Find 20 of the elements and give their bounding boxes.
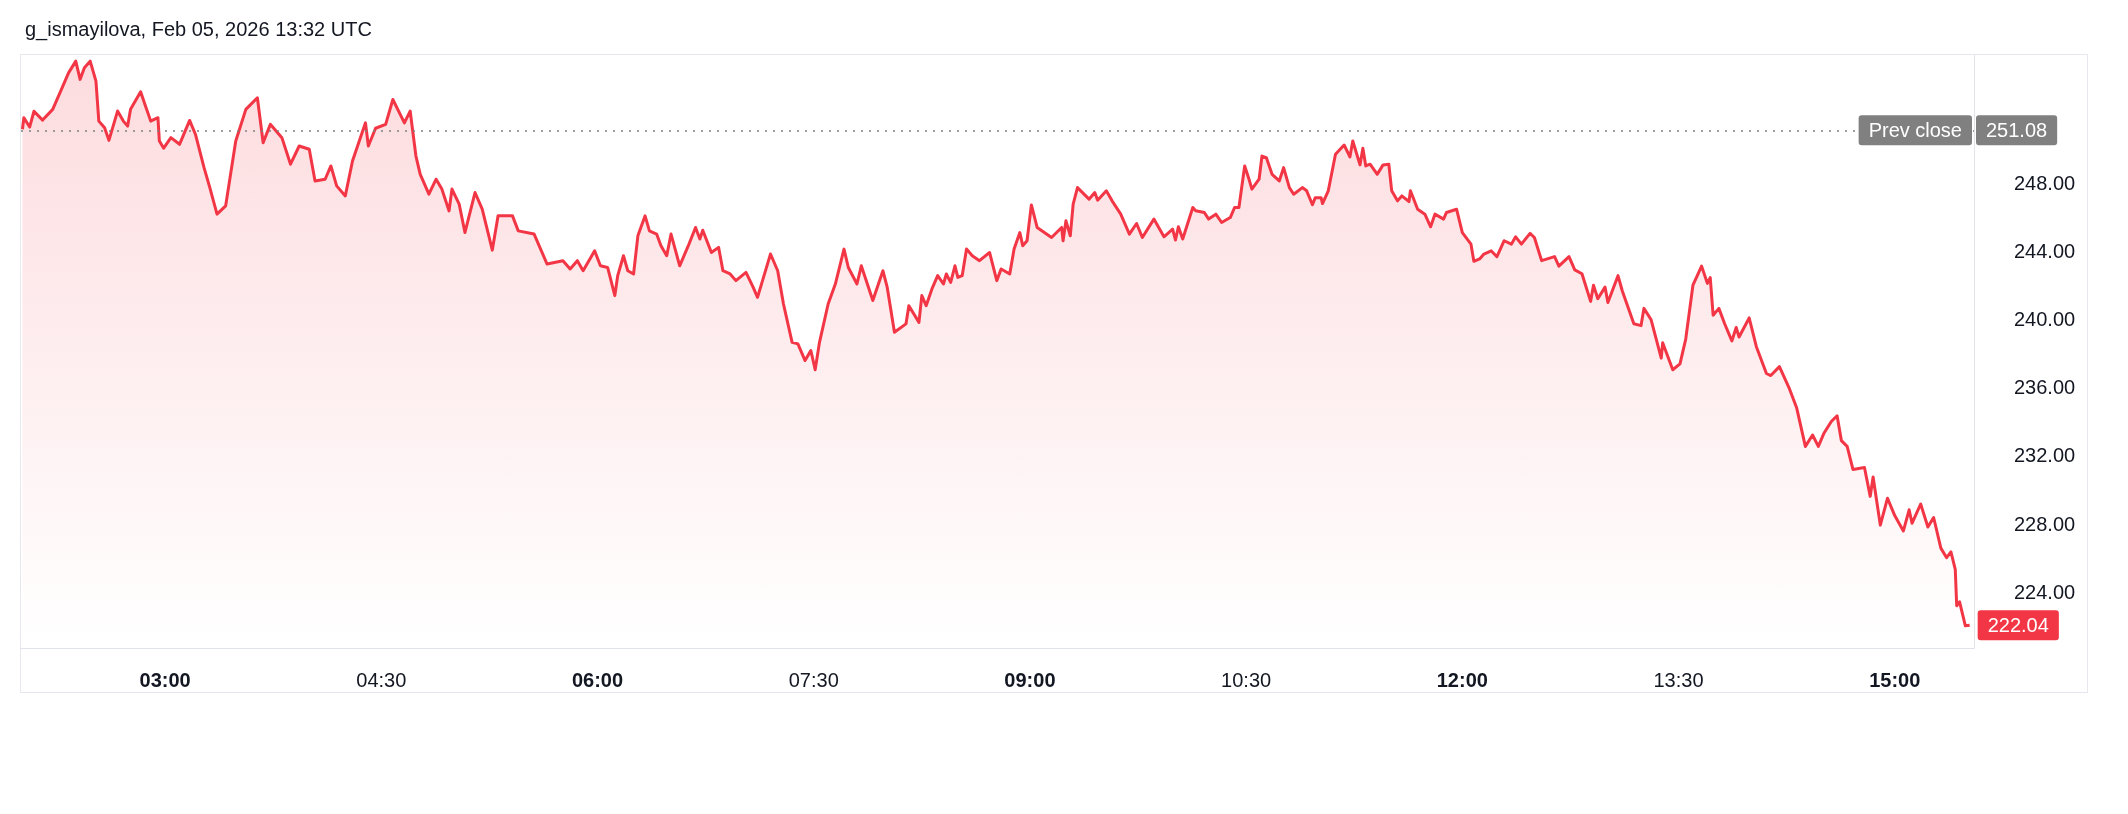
- y-tick-label: 236.00: [2014, 376, 2076, 399]
- y-tick-label: 224.00: [2014, 580, 2076, 603]
- x-tick-label: 10:30: [1221, 669, 1272, 691]
- x-tick-label: 15:00: [1869, 669, 1921, 691]
- y-tick-label: 244.00: [2014, 239, 2076, 262]
- x-tick-label: 09:00: [1004, 669, 1056, 691]
- ref-line-label: Prev close: [1868, 119, 1962, 142]
- text: 251.08: [1986, 119, 2048, 142]
- y-tick-label: 248.00: [2014, 171, 2076, 194]
- chart-title: g_ismayilova, Feb 05, 2026 13:32 UTC: [25, 18, 372, 41]
- x-tick-label: 03:00: [139, 669, 191, 691]
- x-tick-label: 13:30: [1653, 669, 1704, 691]
- x-tick-label: 07:30: [788, 669, 839, 691]
- x-tick-label: 12:00: [1436, 669, 1488, 691]
- x-tick-label: 06:00: [571, 669, 624, 691]
- annotation: 222.04: [1987, 614, 2049, 637]
- x-tick-label: 04:30: [356, 669, 407, 691]
- y-tick-label: 240.00: [2014, 308, 2076, 331]
- y-tick-label: 232.00: [2014, 444, 2076, 467]
- y-tick-label: 228.00: [2014, 512, 2076, 535]
